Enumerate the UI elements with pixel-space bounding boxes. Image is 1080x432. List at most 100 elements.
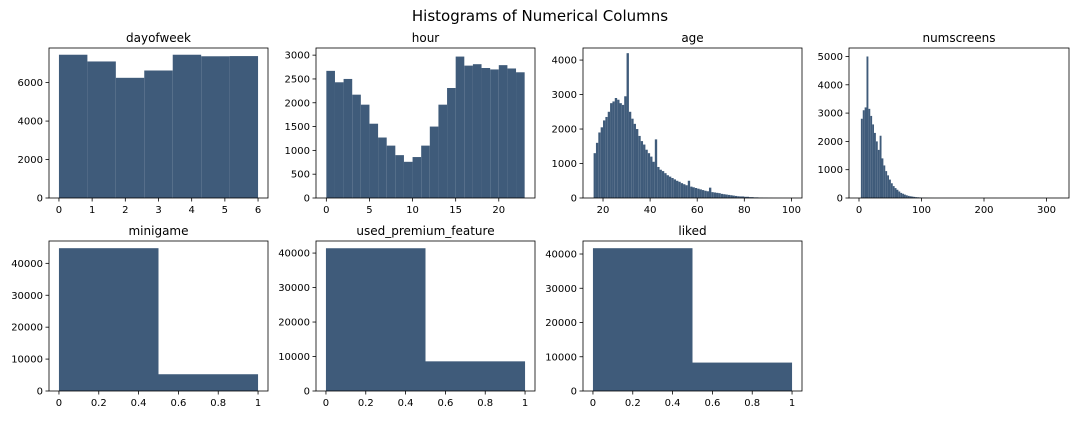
x-tick-label: 0.4 — [665, 398, 681, 409]
histogram-bar — [664, 173, 667, 198]
axes-frame — [48, 240, 269, 392]
y-tick-label: 30000 — [545, 284, 577, 295]
x-tick-label: 20 — [492, 205, 505, 216]
x-tick-label: 2 — [122, 205, 128, 216]
x-tick-label: 80 — [738, 205, 751, 216]
histogram-bar — [455, 56, 465, 198]
histogram-bar — [229, 56, 259, 198]
histogram-bar — [403, 161, 413, 198]
y-tick-label: 1000 — [285, 146, 310, 157]
panel-title: liked — [678, 224, 706, 238]
panel-dayofweek: 0 1 2 3 4 5 6 0 2000 4000 6000 dayofweek — [18, 31, 269, 216]
histogram-bar — [676, 180, 679, 198]
y-tick-label: 0 — [304, 387, 310, 398]
histogram-bar — [369, 123, 379, 198]
y-tick-label: 0 — [304, 194, 310, 205]
histogram-bar — [352, 94, 361, 198]
histogram-bar — [881, 158, 884, 198]
y-tick-label: 4000 — [18, 117, 43, 128]
x-tick-label: 40 — [644, 205, 657, 216]
histogram-bar — [640, 141, 644, 198]
histogram-bar — [687, 180, 691, 198]
histogram-bar — [704, 190, 707, 198]
y-tick-label: 20000 — [545, 318, 577, 329]
x-tick-label: 3 — [155, 205, 161, 216]
histogram-bar — [617, 99, 620, 198]
histogram-bar — [860, 118, 863, 198]
histogram-bar — [447, 88, 456, 198]
histogram-bar — [872, 124, 875, 198]
x-tick-label: 0 — [323, 398, 329, 409]
histogram-bar — [652, 161, 655, 198]
histogram-bar — [730, 195, 733, 198]
y-tick-label: 20000 — [278, 318, 310, 329]
histogram-bar — [862, 110, 865, 198]
y-tick-label: 5000 — [818, 52, 843, 63]
x-tick-label: 4 — [188, 205, 194, 216]
x-tick-label: 10 — [406, 205, 419, 216]
histogram-bar — [879, 135, 882, 198]
histogram-bar — [172, 54, 202, 199]
x-tick-label: 300 — [1037, 205, 1056, 216]
histogram-bar — [603, 120, 606, 198]
histogram-bar — [657, 166, 660, 198]
y-tick-label: 20000 — [11, 323, 43, 334]
y-tick-label: 30000 — [11, 291, 43, 302]
x-tick-label: 20 — [597, 205, 610, 216]
histogram-bar — [647, 153, 651, 198]
histogram-bar — [894, 188, 897, 198]
axes-frame — [848, 47, 1070, 199]
histogram-bar — [395, 155, 404, 198]
histogram-bar — [498, 65, 508, 198]
histogram-bar — [598, 132, 601, 198]
histogram-bar — [892, 186, 895, 198]
x-tick-label: 5 — [222, 205, 228, 216]
y-tick-label: 2000 — [18, 155, 43, 166]
histogram-bar — [619, 103, 622, 198]
histogram-bar — [900, 192, 903, 198]
x-tick-label: 0.6 — [437, 398, 453, 409]
y-tick-label: 0 — [37, 194, 43, 205]
histogram-bar — [706, 191, 709, 198]
bars — [58, 54, 259, 199]
bars — [593, 53, 794, 198]
histogram-bar — [875, 141, 878, 198]
histogram-bar — [909, 196, 912, 198]
histogram-bar — [913, 196, 916, 198]
panel-liked: 0 0.2 0.4 0.6 0.8 1 0 10000 20000 30000 40000 liked — [545, 224, 803, 409]
histogram-bar — [870, 115, 873, 198]
histogram-bar — [680, 183, 684, 198]
histogram-bar — [907, 195, 910, 198]
y-tick-label: 2500 — [285, 74, 310, 85]
x-tick-label: 0.6 — [704, 398, 720, 409]
histogram-bar — [896, 189, 899, 198]
histogram-bar — [325, 248, 426, 391]
histogram-bar — [58, 248, 159, 391]
y-tick-label: 3000 — [818, 109, 843, 120]
x-tick-label: 0 — [590, 398, 596, 409]
histogram-bar — [697, 188, 700, 198]
histogram-bar — [334, 82, 344, 198]
histogram-bar — [643, 144, 646, 198]
y-tick-label: 4000 — [818, 80, 843, 91]
histogram-bar — [516, 72, 525, 198]
x-tick-label: 100 — [912, 205, 931, 216]
histogram-bar — [874, 132, 876, 198]
histogram-bar — [889, 179, 891, 198]
histogram-bar — [701, 190, 705, 198]
histogram-bar — [718, 193, 721, 198]
y-tick-label: 10000 — [278, 352, 310, 363]
x-tick-label: 0 — [56, 205, 62, 216]
histogram-bar — [605, 116, 608, 198]
y-tick-label: 0 — [37, 387, 43, 398]
bars — [860, 56, 1063, 198]
histogram-bar — [725, 194, 728, 198]
histogram-bar — [595, 142, 599, 198]
bars — [592, 248, 793, 391]
histogram-bar — [713, 192, 717, 198]
histogram-bar — [360, 104, 370, 198]
histogram-bar — [490, 69, 499, 199]
histogram-bar — [621, 104, 625, 198]
x-tick-label: 15 — [449, 205, 462, 216]
